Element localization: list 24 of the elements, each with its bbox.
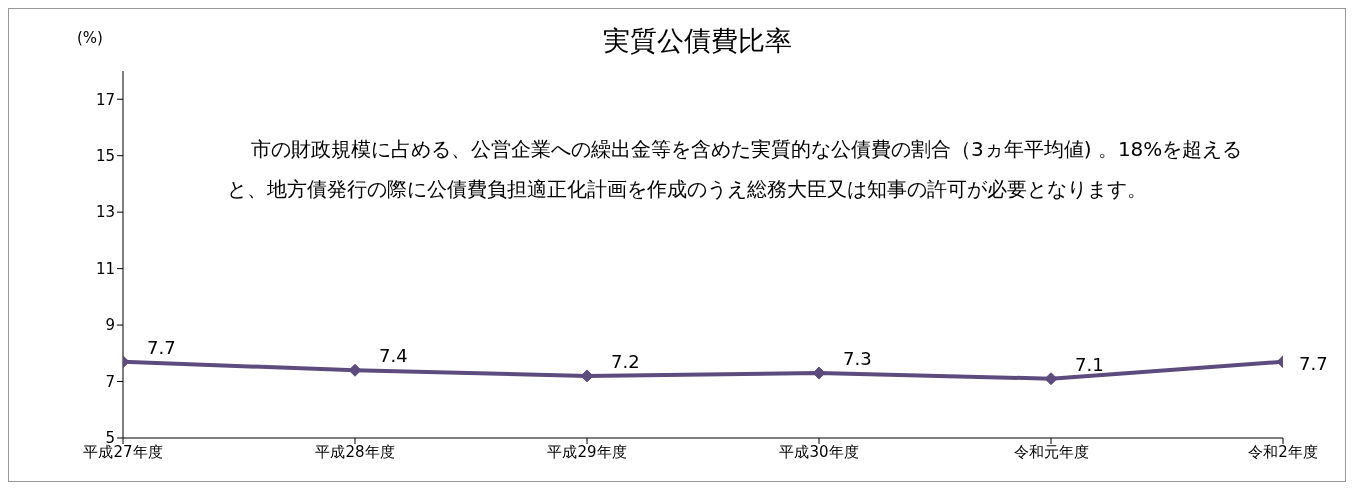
- data-label: 7.1: [1075, 353, 1104, 375]
- y-tick-label: 17: [95, 90, 115, 109]
- x-tick-label: 平成29年度: [547, 442, 627, 461]
- chart-title: 実質公債費比率: [602, 25, 792, 56]
- annotation: 市の財政規模に占める、公営企業への繰出金等を含めた実質的な公債費の割合（3ヵ年平均値) 。18%を超えると、地方債発行の際に公債費負担適正化計画を作成のうえ総務大臣又は知事の許可が必要となります。: [227, 136, 1244, 203]
- point: [812, 366, 826, 380]
- point: [580, 369, 594, 383]
- point: [348, 363, 362, 377]
- y-tick-label: 9: [105, 316, 115, 335]
- x-tick-label: 平成28年度: [315, 442, 395, 461]
- y-tick-label: 7: [105, 372, 115, 391]
- data-label: 7.4: [379, 345, 408, 367]
- x-tick-label: 平成30年度: [779, 442, 859, 461]
- data-label: 7.3: [843, 348, 872, 370]
- data-label: 7.2: [611, 350, 640, 372]
- point: [1044, 372, 1058, 386]
- data-label: 7.7: [1299, 352, 1328, 374]
- y-tick-label: 11: [95, 259, 115, 278]
- x-tick-label: 令和2年度: [1248, 442, 1318, 461]
- y-tick-label: 15: [95, 147, 115, 166]
- y-axis-title: (%): [77, 29, 103, 47]
- data-label: 7.7: [147, 336, 176, 358]
- y-tick-label: 13: [95, 203, 115, 222]
- x-tick-label: 令和元年度: [1013, 442, 1089, 461]
